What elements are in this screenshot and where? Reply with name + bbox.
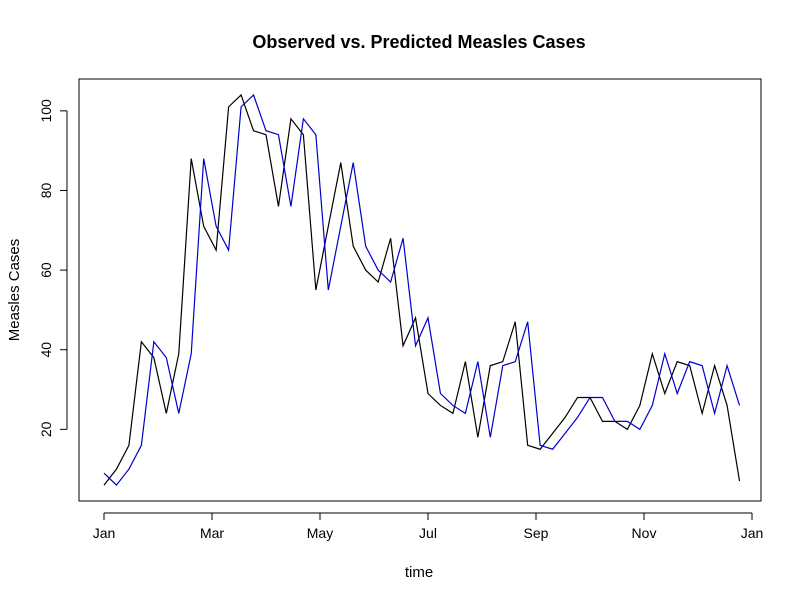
x-tick-label: Jan xyxy=(741,525,764,541)
y-tick-label: 20 xyxy=(38,421,54,437)
x-tick-label: Sep xyxy=(524,525,549,541)
y-tick-label: 60 xyxy=(38,262,54,278)
x-tick-label: Mar xyxy=(200,525,224,541)
x-axis-label: time xyxy=(405,564,433,581)
x-tick-label: Jan xyxy=(93,525,116,541)
x-tick-label: Nov xyxy=(632,525,657,541)
observed-series-line xyxy=(103,93,741,486)
y-tick-label: 40 xyxy=(38,342,54,358)
x-tick-label: Jul xyxy=(419,525,437,541)
x-axis: Jan Mar May Jul Sep Nov Jan xyxy=(93,512,764,541)
predicted-series-line xyxy=(103,93,741,486)
chart-title: Observed vs. Predicted Measles Cases xyxy=(252,32,585,52)
y-axis-label: Measles Cases xyxy=(6,239,23,342)
y-axis: 20 40 60 80 100 xyxy=(38,99,68,437)
series-layer xyxy=(103,93,741,486)
y-tick-label: 100 xyxy=(38,99,54,123)
y-tick-label: 80 xyxy=(38,182,54,198)
plot-frame xyxy=(78,78,762,502)
x-tick-label: May xyxy=(307,525,333,541)
